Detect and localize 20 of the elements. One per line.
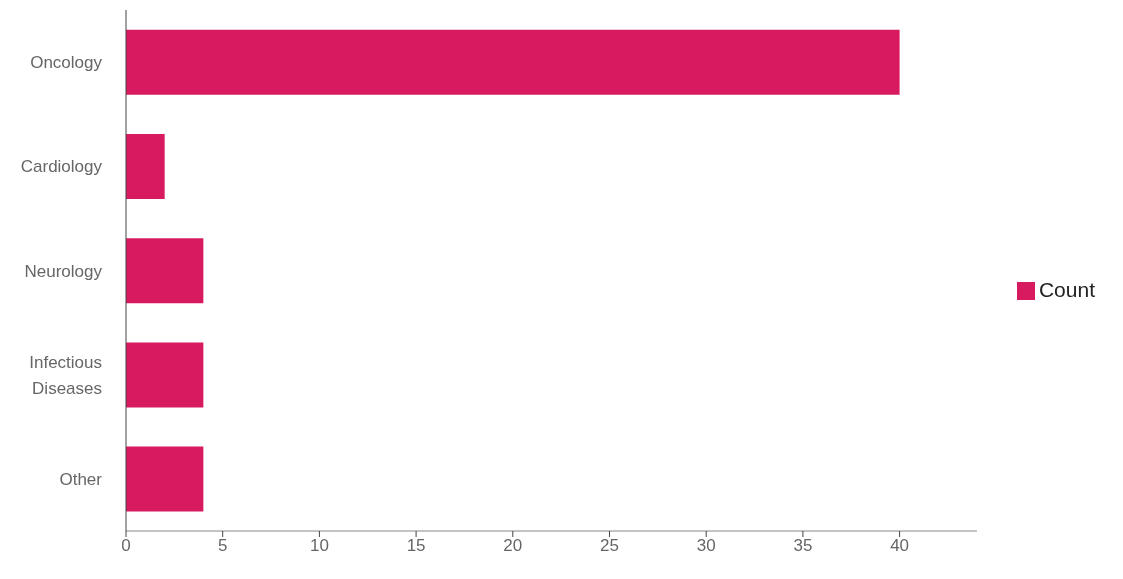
x-tick-label: 30 <box>696 536 716 556</box>
x-tick-label: 35 <box>793 536 813 556</box>
x-tick-label: 20 <box>503 536 523 556</box>
bar <box>126 238 204 304</box>
bar <box>126 134 165 199</box>
x-tick-label: 40 <box>890 536 910 556</box>
legend-label: Count <box>1038 277 1095 301</box>
x-tick-label: 5 <box>217 536 228 556</box>
x-tick-label: 10 <box>309 536 329 556</box>
y-tick-label: Other <box>59 469 103 489</box>
x-tick-label: 25 <box>600 536 619 556</box>
y-tick-label: Cardiology <box>20 156 103 176</box>
bar <box>126 342 204 408</box>
y-tick-label: Infectious Diseases <box>29 352 102 398</box>
y-tick-label: Neurology <box>24 261 103 280</box>
x-tick-label: 15 <box>406 536 426 556</box>
bar <box>126 29 900 95</box>
x-tick-label: 0 <box>121 536 131 556</box>
bar <box>126 446 204 512</box>
y-tick-label: Oncology <box>30 52 103 72</box>
